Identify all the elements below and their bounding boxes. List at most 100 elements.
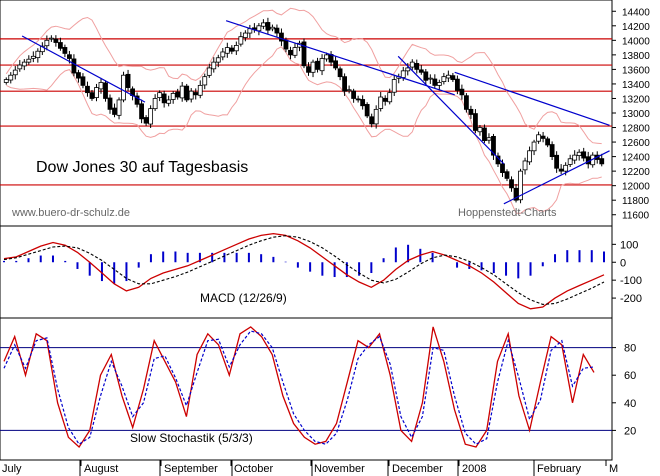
candle-body <box>224 47 230 54</box>
candle-body <box>427 77 433 80</box>
candle-body <box>103 82 108 99</box>
candle-body <box>152 98 158 110</box>
candle-body <box>477 127 483 133</box>
watermark-left: www.buero-dr-schulz.de <box>11 207 130 219</box>
candle-body <box>441 76 447 83</box>
candle-body <box>288 49 293 56</box>
candle-body <box>89 92 95 99</box>
candle-body <box>175 91 181 98</box>
stoch-y-tick-label: 80 <box>624 343 636 355</box>
candle-body <box>256 25 262 32</box>
candle-body <box>558 168 564 172</box>
candle-body <box>373 108 379 125</box>
candle-body <box>8 74 14 81</box>
candle-body <box>445 74 451 79</box>
candle-body <box>536 134 541 142</box>
price-y-tick-label: 13800 <box>622 51 650 62</box>
macd-line <box>3 232 605 310</box>
macd-title: MACD (12/26/9) <box>200 291 287 305</box>
price-y-tick-label: 13200 <box>622 94 650 105</box>
candle-body <box>76 72 81 79</box>
candle-body <box>576 151 582 156</box>
candle-body <box>270 26 275 30</box>
candle-body <box>509 179 514 189</box>
candle-body <box>26 58 32 63</box>
price-y-tick-label: 14200 <box>622 22 650 33</box>
price-panel: 11600 11800 12000 12200 12400 12600 12800 13000… <box>0 7 650 222</box>
stoch-k-line <box>3 326 595 448</box>
candle-body <box>482 127 487 142</box>
price-y-tick-label: 11800 <box>622 196 650 207</box>
price-y-tick-label: 13000 <box>622 109 650 120</box>
candle-body <box>35 50 41 59</box>
candle-body <box>48 37 54 40</box>
candle-body <box>12 69 18 76</box>
month-label: M <box>609 463 618 475</box>
candle-body <box>454 78 460 91</box>
trend-line <box>397 55 505 165</box>
candle-body <box>112 107 117 115</box>
candle-body <box>67 54 72 59</box>
candle-body <box>414 63 420 70</box>
watermark-right: Hoppenstedt-Charts <box>458 207 557 219</box>
candle-body <box>310 61 316 73</box>
candle-body <box>188 90 194 100</box>
candle-body <box>85 85 90 94</box>
candle-body <box>211 61 217 70</box>
price-y-tick-label: 14400 <box>622 7 650 18</box>
x-axis: July August September October November Decemb… <box>2 460 618 476</box>
candle-body <box>21 61 27 67</box>
candle-body <box>387 92 393 103</box>
macd-y-tick-label: 100 <box>620 239 638 251</box>
candle-body <box>139 103 144 120</box>
candle-body <box>292 47 298 56</box>
month-label: October <box>234 463 273 475</box>
candle-body <box>260 22 266 27</box>
macd-y-tick-label: 0 <box>620 257 626 269</box>
candle-body <box>179 85 185 99</box>
candle-body <box>572 154 578 161</box>
trend-line <box>21 35 146 103</box>
candle-body <box>540 135 546 139</box>
trend-line <box>225 20 455 96</box>
candle-body <box>432 78 438 86</box>
candle-body <box>554 154 560 169</box>
candle-body <box>206 67 212 76</box>
candle-body <box>229 47 235 52</box>
candle-body <box>581 151 587 159</box>
candle-body <box>378 96 384 109</box>
stoch-d-line <box>3 330 595 446</box>
candle-body <box>94 87 99 98</box>
month-label: February <box>537 463 582 475</box>
price-y-tick-label: 12400 <box>622 153 650 164</box>
chart-title: Dow Jones 30 auf Tagesbasis <box>36 159 248 176</box>
month-label: November <box>314 463 365 475</box>
price-y-tick-label: 12800 <box>622 124 650 135</box>
candle-body <box>57 42 63 49</box>
candle-body <box>369 116 375 125</box>
candle-body <box>450 75 456 80</box>
price-y-tick-label: 12200 <box>622 167 650 178</box>
candle-body <box>391 79 397 93</box>
candle-body <box>80 76 86 86</box>
candle-body <box>400 70 406 78</box>
candle-body <box>364 104 370 117</box>
trend-line <box>454 71 610 126</box>
stoch-y-tick-label: 20 <box>624 425 636 437</box>
candle-body <box>315 60 320 70</box>
candle-body <box>436 82 442 86</box>
candle-body <box>107 97 113 110</box>
candle-body <box>121 74 126 101</box>
candle-body <box>549 144 555 158</box>
candle-body <box>468 108 474 115</box>
candle-body <box>30 55 36 59</box>
month-label: August <box>84 463 118 475</box>
candle-body <box>39 45 45 53</box>
candle-body <box>342 76 348 92</box>
candle-body <box>504 171 510 179</box>
candle-body <box>473 113 478 131</box>
candle-body <box>513 187 519 201</box>
candle-body <box>283 39 289 50</box>
price-y-tick-label: 12000 <box>622 182 650 193</box>
